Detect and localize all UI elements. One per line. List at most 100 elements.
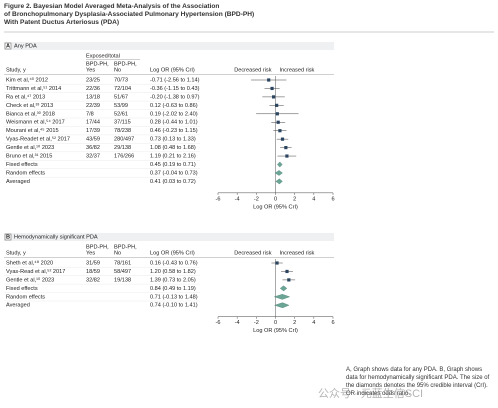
x-tick-label: -6	[216, 196, 221, 202]
estimate-label: 0.19 (-2.02 to 2.40)	[150, 111, 198, 117]
estimate-label: 0.41 (0.03 to 0.72)	[150, 179, 196, 185]
estimate-label: -0.71 (-2.56 to 1.14)	[150, 77, 200, 83]
x-tick-label: 6	[331, 196, 334, 202]
exposed-no: 29/138	[114, 145, 131, 151]
study-label: Sheth et al,⁴⁸ 2020	[6, 259, 53, 266]
figure-title: of Bronchopulmonary Dysplasia-Associated…	[4, 11, 254, 18]
panel-header	[4, 42, 334, 50]
estimate-label: 0.37 (-0.04 to 0.73)	[150, 170, 198, 176]
panel-letter-box	[4, 42, 12, 50]
summary-diamond	[273, 294, 291, 300]
summary-diamond	[275, 178, 283, 185]
caption: A, Graph shows data for any PDA. B, Grap…	[346, 367, 490, 397]
study-label: Ra et al,⁴⁷ 2013	[6, 93, 45, 100]
summary-diamond	[274, 302, 290, 309]
study-label: Weismann et al,⁵⁴ 2017	[6, 119, 65, 126]
estimate-label: 1.39 (0.73 to 2.05)	[150, 277, 196, 283]
x-tick-label: 0	[274, 320, 277, 326]
figure-title: With Patent Ductus Arteriosus (PDA)	[4, 19, 119, 26]
column-header: BPD-PH,	[114, 61, 137, 67]
study-label: Vyas-Read et al,⁵² 2017	[6, 268, 65, 275]
estimate-label: 1.19 (0.21 to 2.16)	[150, 154, 196, 160]
exposed-yes: 18/59	[86, 269, 100, 275]
study-label: Check et al,³³ 2013	[6, 103, 53, 109]
exposed-yes: 7/8	[86, 111, 94, 117]
panel-title: Hemodynamically significant PDA	[14, 235, 98, 241]
estimate-label: 0.46 (-0.23 to 1.15)	[150, 128, 198, 134]
exposed-no: 280/497	[114, 137, 134, 143]
exposed-yes: 32/82	[86, 277, 100, 283]
exposed-yes: 23/25	[86, 77, 100, 83]
summary-diamond	[279, 285, 288, 292]
estimate-label: 1.20 (0.58 to 1.82)	[150, 269, 196, 275]
panel-header	[4, 233, 334, 241]
study-label: Kim et al,⁴⁰ 2012	[6, 76, 48, 83]
column-header: BPD-PH,	[114, 244, 137, 250]
estimate-label: -0.20 (-1.38 to 0.97)	[150, 94, 200, 100]
x-tick-label: 4	[312, 196, 315, 202]
watermark: 公众号 · 元蓝生信SCI	[318, 388, 424, 400]
exposed-yes: 22/36	[86, 86, 100, 92]
study-label: Random effects	[6, 294, 45, 300]
point-estimate	[285, 154, 289, 158]
x-tick-label: 2	[293, 196, 296, 202]
estimate-label: 0.45 (0.19 to 0.71)	[150, 162, 196, 168]
study-label: Random effects	[6, 170, 45, 176]
risk-label: Increased risk	[280, 67, 315, 73]
exposed-yes: 32/37	[86, 154, 100, 160]
panel-title: Any PDA	[14, 44, 37, 50]
exposed-no: 51/67	[114, 94, 128, 100]
column-header: BPD-PH,	[86, 244, 109, 250]
point-estimate	[270, 86, 274, 91]
exposed-no: 19/138	[114, 277, 131, 283]
study-label: Fixed effects	[6, 162, 38, 168]
x-tick-label: -2	[254, 196, 259, 202]
study-label: Averaged	[6, 303, 30, 309]
x-tick-label: -4	[235, 320, 240, 326]
exposed-no: 70/73	[114, 77, 128, 83]
estimate-label: 0.84 (0.49 to 1.19)	[150, 286, 196, 292]
column-header: No	[114, 250, 121, 256]
study-label: Gentle et al,¹⁰ 2023	[6, 276, 54, 283]
estimate-label: 0.16 (-0.43 to 0.76)	[150, 260, 198, 266]
exposed-yes: 17/39	[86, 128, 100, 134]
column-header: Log OR (95% CrI)	[150, 67, 195, 73]
x-tick-label: -6	[216, 320, 221, 326]
exposed-yes: 13/18	[86, 94, 100, 100]
point-estimate	[275, 261, 279, 265]
point-estimate	[276, 120, 280, 124]
estimate-label: 1.08 (0.48 to 1.68)	[150, 145, 196, 151]
study-label: Gentle et al,¹⁰ 2023	[6, 144, 54, 151]
point-estimate	[287, 278, 291, 282]
exposed-yes: 43/59	[86, 137, 100, 143]
study-label: Bianca et al,³⁰ 2018	[6, 110, 55, 117]
column-header: Yes	[86, 67, 95, 73]
panel-letter: A	[6, 44, 10, 50]
column-header: Log OR (95% CrI)	[150, 250, 195, 256]
point-estimate	[280, 137, 285, 141]
point-estimate	[278, 129, 282, 133]
x-tick-label: -4	[235, 196, 240, 202]
exposed-no: 52/61	[114, 111, 128, 117]
estimate-label: 0.74 (-0.10 to 1.41)	[150, 303, 198, 309]
panel-letter: B	[6, 235, 10, 241]
column-header: No	[114, 67, 121, 73]
column-header: Study, y	[6, 250, 26, 256]
summary-diamond	[277, 161, 283, 168]
exposed-yes: 22/39	[86, 103, 100, 109]
panel-letter-box	[4, 233, 12, 241]
exposed-no: 58/497	[114, 269, 131, 275]
exposed-yes: 36/82	[86, 145, 100, 151]
x-tick-label: 2	[293, 320, 296, 326]
exposed-no: 72/104	[114, 86, 131, 92]
estimate-label: 0.12 (-0.63 to 0.86)	[150, 103, 198, 109]
exposed-no: 78/238	[114, 128, 131, 134]
exposed-yes: 17/44	[86, 120, 100, 126]
point-estimate	[284, 146, 288, 150]
study-label: Mourani et al,⁴⁵ 2015	[6, 127, 59, 134]
exposed-no: 37/115	[114, 120, 131, 126]
estimate-label: 0.28 (-0.44 to 1.01)	[150, 120, 198, 126]
exposed-yes: 31/59	[86, 260, 100, 266]
x-tick-label: 0	[274, 196, 277, 202]
point-estimate	[267, 78, 271, 82]
